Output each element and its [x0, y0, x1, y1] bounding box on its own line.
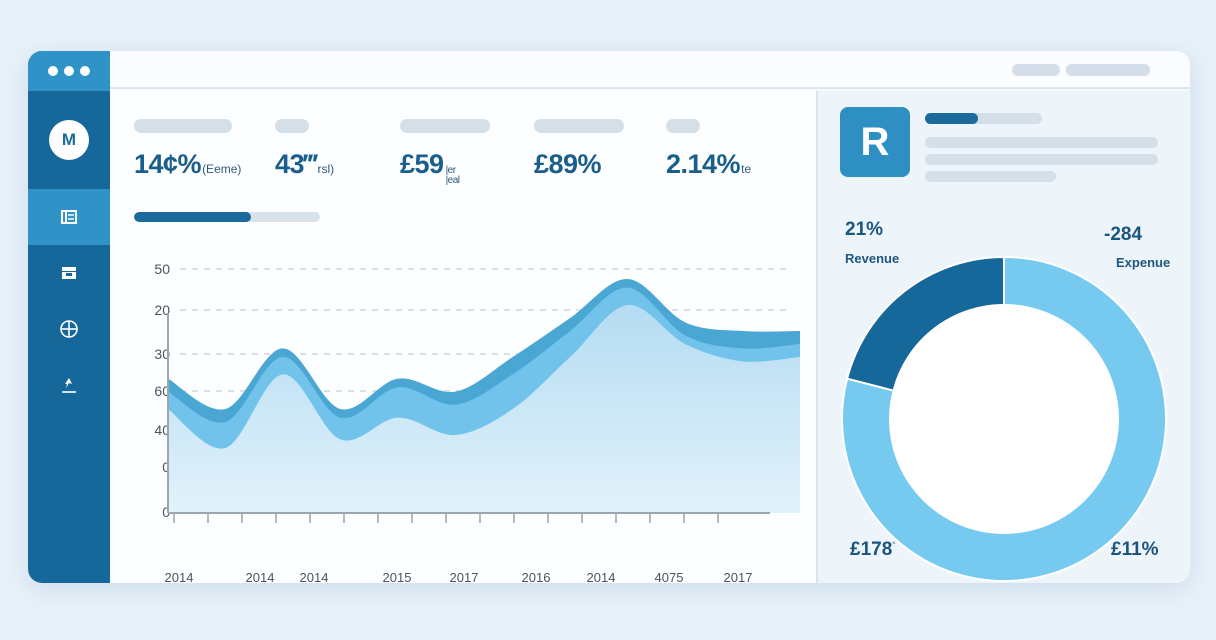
text-placeholder-3 — [925, 171, 1056, 182]
kpi-label-placeholder — [534, 119, 624, 133]
kpi-label-placeholder — [275, 119, 309, 133]
kpi-suffix-top: |er — [445, 165, 457, 176]
window-dot-1[interactable] — [48, 66, 58, 76]
app-window: M — [28, 51, 1190, 583]
sidebar: M — [28, 51, 110, 583]
donut-label-bottom-right: £11% — [1111, 539, 1159, 560]
y-tick-label: 60 — [154, 383, 170, 399]
download-icon — [62, 378, 76, 393]
kpi-card-1[interactable]: 14¢% (Eeme) — [134, 119, 241, 180]
app-logo-text: M — [61, 130, 77, 149]
sidebar-item-download[interactable] — [28, 357, 110, 413]
donut-label-revenue-name: Revenue — [845, 251, 900, 266]
window-controls — [28, 51, 110, 91]
kpi-card-3[interactable]: £59 |er |eal — [400, 119, 490, 186]
x-tick-label: 2017 — [723, 570, 753, 583]
y-tick-label: 50 — [154, 261, 170, 277]
kpi-value: 43‴ — [275, 149, 317, 179]
x-tick-label: 2017 — [449, 570, 479, 583]
y-tick-label: 20 — [154, 302, 170, 318]
y-tick-label: 40 — [154, 422, 170, 438]
x-tick-label: 2014 — [586, 570, 616, 583]
main-panel: 14¢% (Eeme) 43‴ rsl) £59 |er |eal — [110, 91, 816, 583]
text-placeholder-2 — [925, 154, 1158, 165]
kpi-suffix: (Eeme) — [202, 162, 242, 176]
donut-label-revenue-value: 21% — [845, 219, 884, 240]
kpi-value: 14¢% — [134, 149, 202, 179]
y-tick-label: 30 — [154, 346, 170, 362]
y-tick-label: 0 — [162, 459, 170, 475]
topbar-button-1[interactable] — [1012, 64, 1060, 76]
donut-label-bottom-left-value: £178 — [850, 539, 893, 560]
donut-label-bottom-left-mark: ° — [892, 540, 896, 550]
kpi-card-5[interactable]: 2.14% te — [666, 119, 751, 180]
panel-divider — [816, 91, 818, 583]
crosshair-globe-icon — [60, 320, 78, 338]
r-logo-letter: R — [860, 119, 890, 164]
sidebar-item-globe[interactable] — [28, 301, 110, 357]
donut-label-bottom-left: £178° — [850, 539, 895, 561]
kpi-label-placeholder — [134, 119, 232, 133]
x-tick-label: 2014 — [245, 570, 275, 583]
y-tick-label: 0 — [162, 504, 170, 520]
r-logo[interactable]: R — [840, 107, 910, 177]
kpi-value: £59 — [400, 149, 444, 179]
x-tick-label: 2015 — [382, 570, 412, 583]
x-tick-label: 2014 — [299, 570, 329, 583]
printer-icon — [62, 267, 76, 279]
app-logo[interactable]: M — [49, 120, 89, 160]
kpi-suffix-bottom: |eal — [445, 175, 460, 186]
window-dot-3[interactable] — [80, 66, 90, 76]
sidebar-item-dashboard[interactable] — [28, 189, 110, 245]
header-progress-bar — [925, 113, 1042, 124]
top-bar — [110, 51, 1190, 89]
x-tick-label: 4075 — [654, 570, 684, 583]
kpi-value: £89% — [534, 149, 602, 179]
kpi-label-placeholder — [400, 119, 490, 133]
kpi-label-placeholder — [666, 119, 700, 133]
progress-fill — [134, 212, 252, 222]
sidebar-item-reports[interactable] — [28, 245, 110, 301]
kpi-card-4[interactable]: £89% — [534, 119, 624, 180]
area-chart-plot — [167, 268, 800, 523]
x-tick-label: 2016 — [521, 570, 551, 583]
window-dot-2[interactable] — [64, 66, 74, 76]
layout-icon — [61, 210, 77, 224]
donut-label-expense-value: -284 — [1104, 224, 1143, 245]
kpi-suffix: te — [741, 162, 752, 176]
topbar-button-2[interactable] — [1066, 64, 1150, 76]
header-progress-fill — [925, 113, 978, 124]
progress-bar — [134, 212, 320, 222]
kpi-suffix: rsl) — [317, 162, 335, 176]
donut-chart — [841, 255, 1167, 582]
x-tick-label: 2014 — [164, 570, 194, 583]
text-placeholder-1 — [925, 137, 1158, 148]
donut-label-expense-name: Expenue — [1116, 255, 1171, 270]
right-panel: R 21% Revenue -284 Expenue £178° £11% — [818, 91, 1190, 583]
kpi-value: 2.14% — [666, 149, 741, 179]
kpi-card-2[interactable]: 43‴ rsl) — [275, 119, 334, 180]
